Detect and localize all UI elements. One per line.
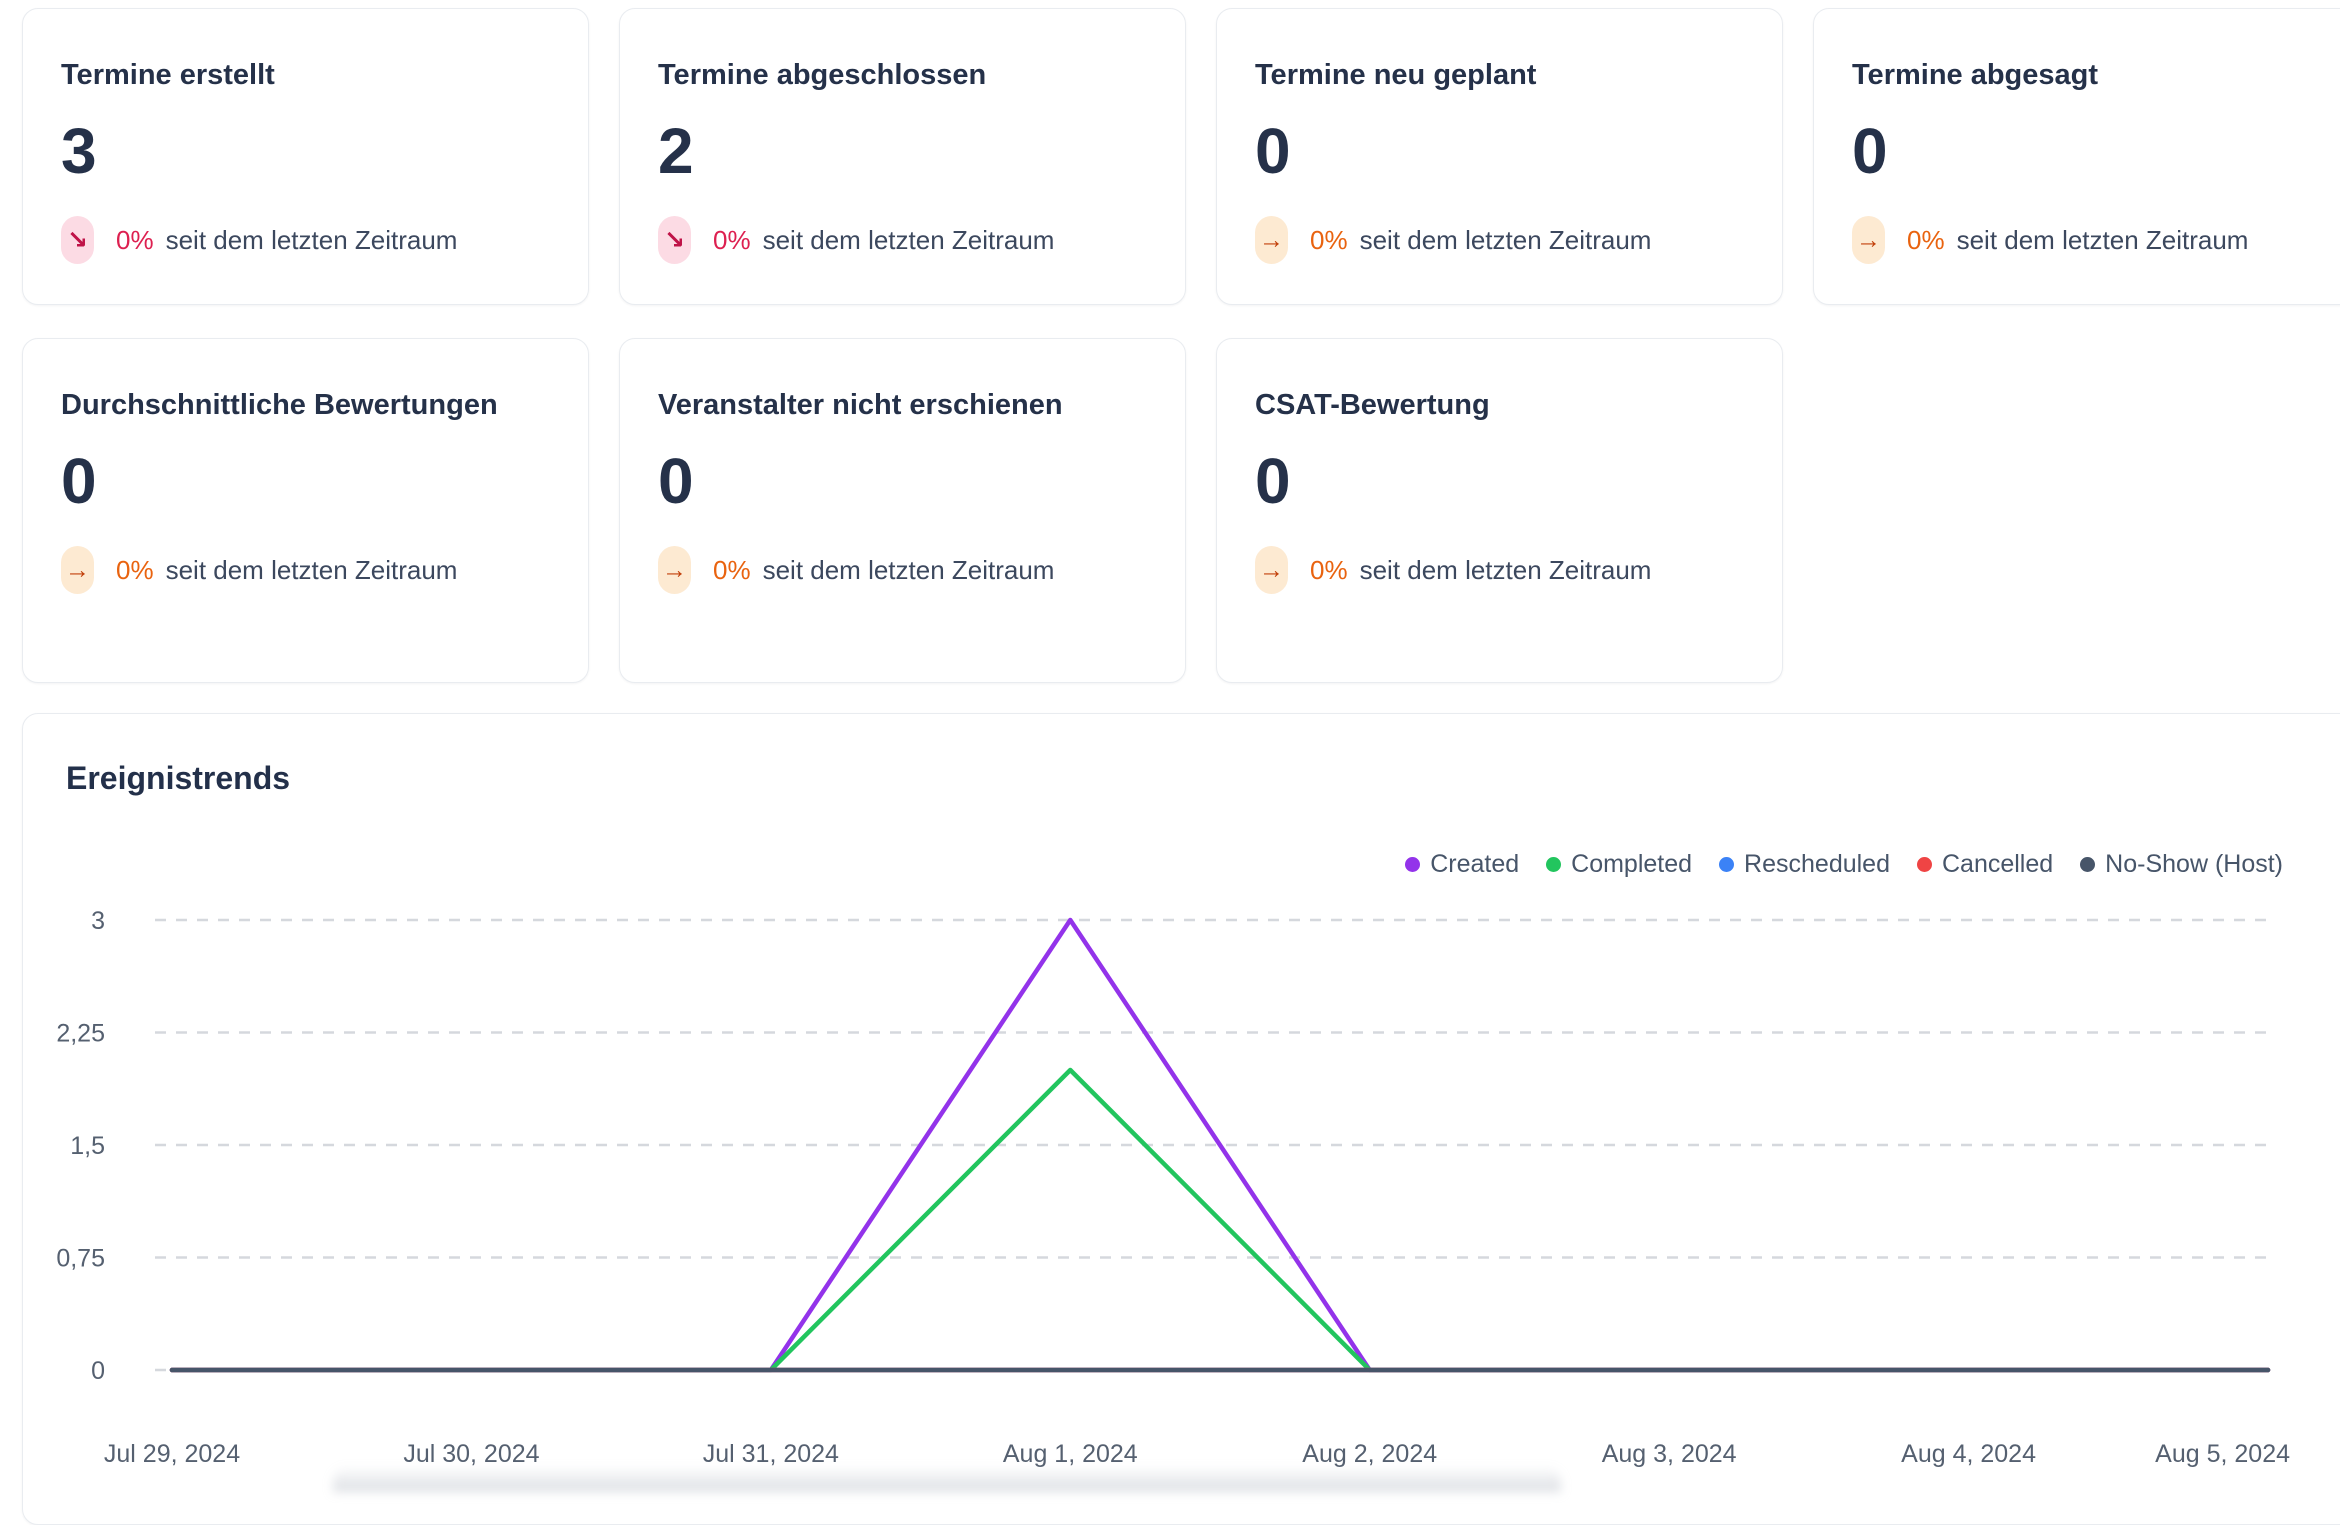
kpi-trend: → 0% seit dem letzten Zeitraum <box>1852 216 2340 264</box>
trend-right-arrow-icon: → <box>1852 216 1885 264</box>
kpi-value: 0 <box>1255 445 1291 517</box>
trend-caption: seit dem letzten Zeitraum <box>762 554 1055 585</box>
kpi-card-appointments-rescheduled: Termine neu geplant 0 → 0% seit dem letz… <box>1216 8 1783 305</box>
trend-right-arrow-icon: → <box>1255 216 1288 264</box>
cancelled-series-dot-icon <box>1916 857 1932 872</box>
kpi-title: Durchschnittliche Bewertungen <box>61 389 498 421</box>
trend-delta: 0% <box>713 224 751 255</box>
trend-caption: seit dem letzten Zeitraum <box>1359 554 1652 585</box>
trend-delta: 0% <box>1310 554 1348 585</box>
kpi-value: 3 <box>61 115 97 187</box>
kpi-title: Termine neu geplant <box>1255 59 1537 91</box>
trend-caption: seit dem letzten Zeitraum <box>762 224 1055 255</box>
kpi-value: 0 <box>658 445 694 517</box>
legend-item-created[interactable]: Created <box>1405 850 1519 879</box>
completed-series-dot-icon <box>1546 857 1562 872</box>
kpi-title: CSAT-Bewertung <box>1255 389 1490 421</box>
legend-label: Completed <box>1571 850 1693 878</box>
legend-item-completed[interactable]: Completed <box>1546 850 1692 879</box>
kpi-title: Termine erstellt <box>61 59 275 91</box>
no-show-series-dot-icon <box>2080 857 2096 872</box>
trend-right-arrow-icon: → <box>1255 546 1288 594</box>
trend-down-right-icon: ↘ <box>61 216 94 264</box>
kpi-title: Veranstalter nicht erschienen <box>658 389 1063 421</box>
trend-caption: seit dem letzten Zeitraum <box>165 224 458 255</box>
trend-delta: 0% <box>1907 224 1945 255</box>
trend-right-arrow-icon: → <box>658 546 691 594</box>
trend-delta: 0% <box>1310 224 1348 255</box>
below-fold-element-shadow <box>333 1466 1561 1492</box>
legend-label: Created <box>1430 850 1520 878</box>
legend-label: Cancelled <box>1941 850 2054 878</box>
kpi-value: 0 <box>1255 115 1291 187</box>
kpi-card-csat-score: CSAT-Bewertung 0 → 0% seit dem letzten Z… <box>1216 338 1783 683</box>
kpi-cards-row-2: Durchschnittliche Bewertungen 0 → 0% sei… <box>0 338 2340 683</box>
kpi-value: 0 <box>61 445 97 517</box>
legend-label: No-Show (Host) <box>2105 850 2283 878</box>
chart-title: Ereignistrends <box>66 760 291 796</box>
trend-delta: 0% <box>116 224 154 255</box>
kpi-trend: ↘ 0% seit dem letzten Zeitraum <box>658 216 1147 264</box>
kpi-title: Termine abgeschlossen <box>658 59 987 91</box>
legend-item-rescheduled[interactable]: Rescheduled <box>1719 850 1890 879</box>
chart-legend: Created Completed Rescheduled Cancelled … <box>1405 850 2283 879</box>
kpi-trend: → 0% seit dem letzten Zeitraum <box>61 546 550 594</box>
trend-down-right-icon: ↘ <box>658 216 691 264</box>
kpi-title: Termine abgesagt <box>1852 59 2099 91</box>
legend-item-no-show-host[interactable]: No-Show (Host) <box>2080 850 2283 879</box>
kpi-value: 0 <box>1852 115 1888 187</box>
kpi-card-appointments-cancelled: Termine abgesagt 0 → 0% seit dem letzten… <box>1813 8 2340 305</box>
kpi-trend: → 0% seit dem letzten Zeitraum <box>658 546 1147 594</box>
kpi-trend: ↘ 0% seit dem letzten Zeitraum <box>61 216 550 264</box>
kpi-card-host-no-show: Veranstalter nicht erschienen 0 → 0% sei… <box>619 338 1186 683</box>
kpi-trend: → 0% seit dem letzten Zeitraum <box>1255 546 1744 594</box>
legend-label: Rescheduled <box>1744 850 1890 878</box>
trend-delta: 0% <box>116 554 154 585</box>
kpi-trend: → 0% seit dem letzten Zeitraum <box>1255 216 1744 264</box>
legend-item-cancelled[interactable]: Cancelled <box>1916 850 2054 879</box>
kpi-card-appointments-completed: Termine abgeschlossen 2 ↘ 0% seit dem le… <box>619 8 1186 305</box>
kpi-value: 2 <box>658 115 694 187</box>
trend-caption: seit dem letzten Zeitraum <box>1956 224 2249 255</box>
trend-delta: 0% <box>713 554 751 585</box>
kpi-card-appointments-created: Termine erstellt 3 ↘ 0% seit dem letzten… <box>22 8 589 305</box>
kpi-card-average-ratings: Durchschnittliche Bewertungen 0 → 0% sei… <box>22 338 589 683</box>
kpi-cards-row-1: Termine erstellt 3 ↘ 0% seit dem letzten… <box>0 0 2340 305</box>
trend-caption: seit dem letzten Zeitraum <box>1359 224 1652 255</box>
rescheduled-series-dot-icon <box>1719 857 1735 872</box>
trend-right-arrow-icon: → <box>61 546 94 594</box>
created-series-dot-icon <box>1405 857 1421 872</box>
event-trends-panel: Ereignistrends Created Completed Resched… <box>22 713 2340 1525</box>
trend-caption: seit dem letzten Zeitraum <box>165 554 458 585</box>
